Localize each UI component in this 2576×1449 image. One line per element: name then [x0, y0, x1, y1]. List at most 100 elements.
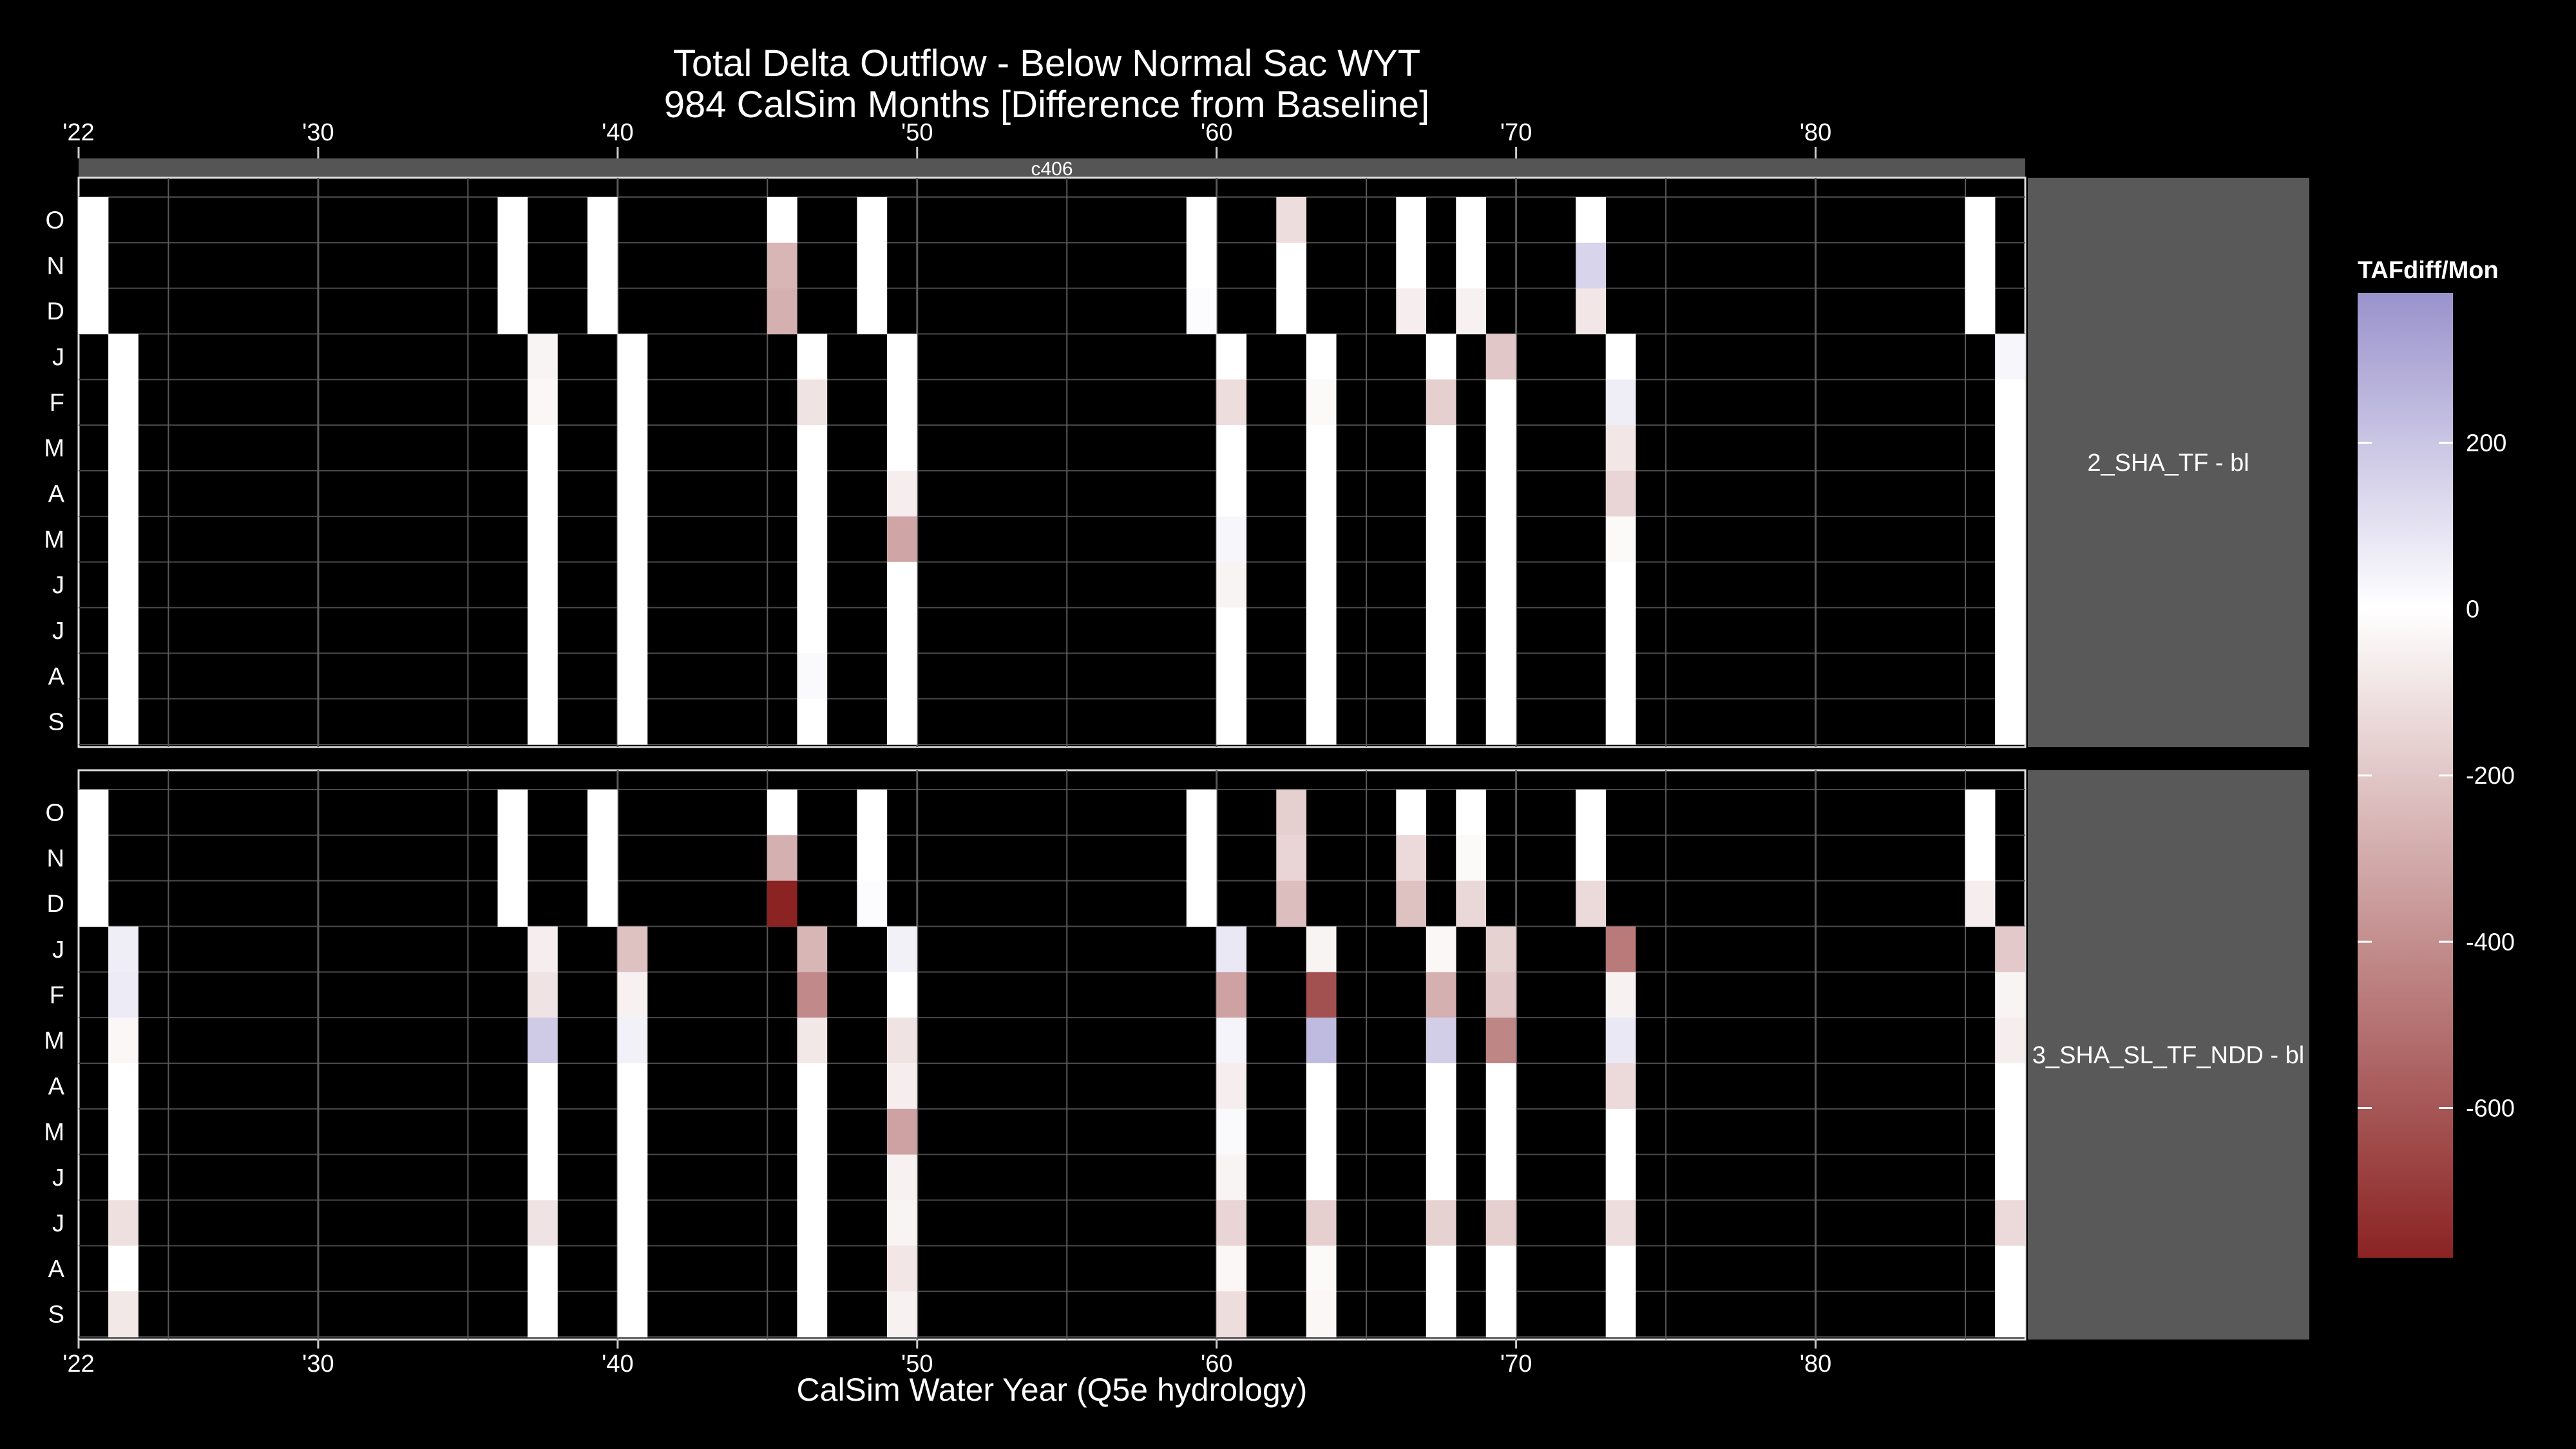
heat-cell [1306, 1154, 1337, 1200]
heat-cell [1485, 1200, 1516, 1246]
heat-cell [527, 516, 558, 563]
heat-cell [1216, 471, 1247, 517]
y-tick-label: F [50, 390, 64, 417]
heat-cell [1276, 242, 1307, 289]
heat-cell [1965, 288, 1996, 334]
heat-cell [1216, 1291, 1247, 1338]
heat-cell [527, 1291, 558, 1338]
heat-cell [527, 1018, 558, 1064]
heat-cell [108, 926, 138, 972]
legend-colorbar [2358, 293, 2453, 1258]
heat-cell [617, 471, 648, 517]
heat-cell [1426, 1245, 1456, 1292]
heat-cell [617, 699, 648, 745]
heat-cell [797, 1063, 828, 1110]
heat-cell [1306, 471, 1337, 517]
heat-cell [1426, 1108, 1456, 1155]
y-tick-label: A [48, 480, 65, 507]
panel-strip [2028, 178, 2309, 747]
legend-ticks: 200 0 -200 -400 -600 [2358, 430, 2515, 1122]
heat-cell [497, 197, 528, 243]
x-tick-label: '70 [1500, 1350, 1532, 1378]
heat-cell [617, 972, 648, 1018]
panel-strip [2028, 770, 2309, 1340]
heat-cell [1306, 425, 1337, 471]
panel-frame [77, 176, 2027, 748]
heat-cell [886, 1154, 917, 1200]
heat-cell [1605, 607, 1636, 654]
heat-cell [857, 288, 888, 334]
heat-cell [1396, 880, 1427, 927]
heat-cell [1306, 607, 1337, 654]
heat-cell [1995, 972, 2025, 1018]
heat-cell [1306, 1018, 1337, 1064]
heat-cell [527, 607, 558, 654]
heat-cell [1306, 379, 1337, 426]
heat-cell [497, 790, 528, 836]
heat-cell [1216, 653, 1247, 699]
x-tick-label: '50 [901, 1350, 933, 1378]
top-strip-label: c406 [1031, 158, 1073, 180]
heat-cell [617, 562, 648, 608]
heat-cell [1965, 242, 1996, 289]
heat-cell [886, 699, 917, 745]
heat-cell [1485, 699, 1516, 745]
heat-cell [767, 242, 797, 289]
heat-cell [797, 334, 828, 380]
heat-cell [108, 379, 138, 426]
x-tick-label: '40 [602, 1350, 634, 1378]
panel-strip-label: 3_SHA_SL_TF_NDD - bl [2032, 1042, 2304, 1069]
heat-cell [1995, 1154, 2025, 1200]
heat-cell [1216, 562, 1247, 608]
heat-cell [527, 379, 558, 426]
heat-cell [886, 562, 917, 608]
heat-cell [497, 242, 528, 289]
heat-cell [1426, 471, 1456, 517]
heat-cell [1605, 334, 1636, 380]
heat-cell [1306, 516, 1337, 563]
heat-cell [797, 699, 828, 745]
heat-cell [108, 334, 138, 380]
heat-cell [527, 1154, 558, 1200]
heat-cell [1995, 379, 2025, 426]
x-axis-label: CalSim Water Year (Q5e hydrology) [797, 1372, 1308, 1408]
legend-tick-label: -600 [2466, 1095, 2515, 1122]
heat-cell [527, 471, 558, 517]
heat-cell [78, 242, 109, 289]
heat-cell [78, 197, 109, 243]
heat-cell [1605, 1245, 1636, 1292]
heat-cell [886, 1245, 917, 1292]
legend-tick-label: 0 [2466, 596, 2479, 623]
x-tick-label: '80 [1800, 1350, 1832, 1378]
chart-subtitle: 984 CalSim Months [Difference from Basel… [664, 84, 1429, 126]
heat-cell [857, 242, 888, 289]
chart-title: Total Delta Outflow - Below Normal Sac W… [673, 43, 1420, 84]
heat-cell [1426, 516, 1456, 563]
x-tick-label: '50 [901, 119, 933, 146]
heat-cell [1426, 425, 1456, 471]
heat-cell [1306, 653, 1337, 699]
heat-cell [1576, 197, 1607, 243]
heat-cell [1216, 1200, 1247, 1246]
heat-cell [1216, 1245, 1247, 1292]
heat-cell [886, 379, 917, 426]
heat-cell [1576, 288, 1607, 334]
y-tick-label: S [48, 709, 64, 736]
heat-cell [1426, 1018, 1456, 1064]
x-tick-label: '60 [1201, 119, 1233, 146]
heat-cell [108, 653, 138, 699]
heat-cell [1426, 1200, 1456, 1246]
top-x-axis: '22 '30 '40 '50 '60 '70 '80 [62, 119, 1831, 158]
heat-cell [108, 425, 138, 471]
heat-cell [886, 1291, 917, 1338]
y-tick-label: O [45, 207, 64, 234]
heat-cell [1306, 1108, 1337, 1155]
heat-cell [617, 1063, 648, 1110]
heat-cell [527, 1245, 558, 1292]
heat-cell [767, 790, 797, 836]
heat-cell [527, 1108, 558, 1155]
heat-cell [1605, 972, 1636, 1018]
heat-cell [1306, 562, 1337, 608]
